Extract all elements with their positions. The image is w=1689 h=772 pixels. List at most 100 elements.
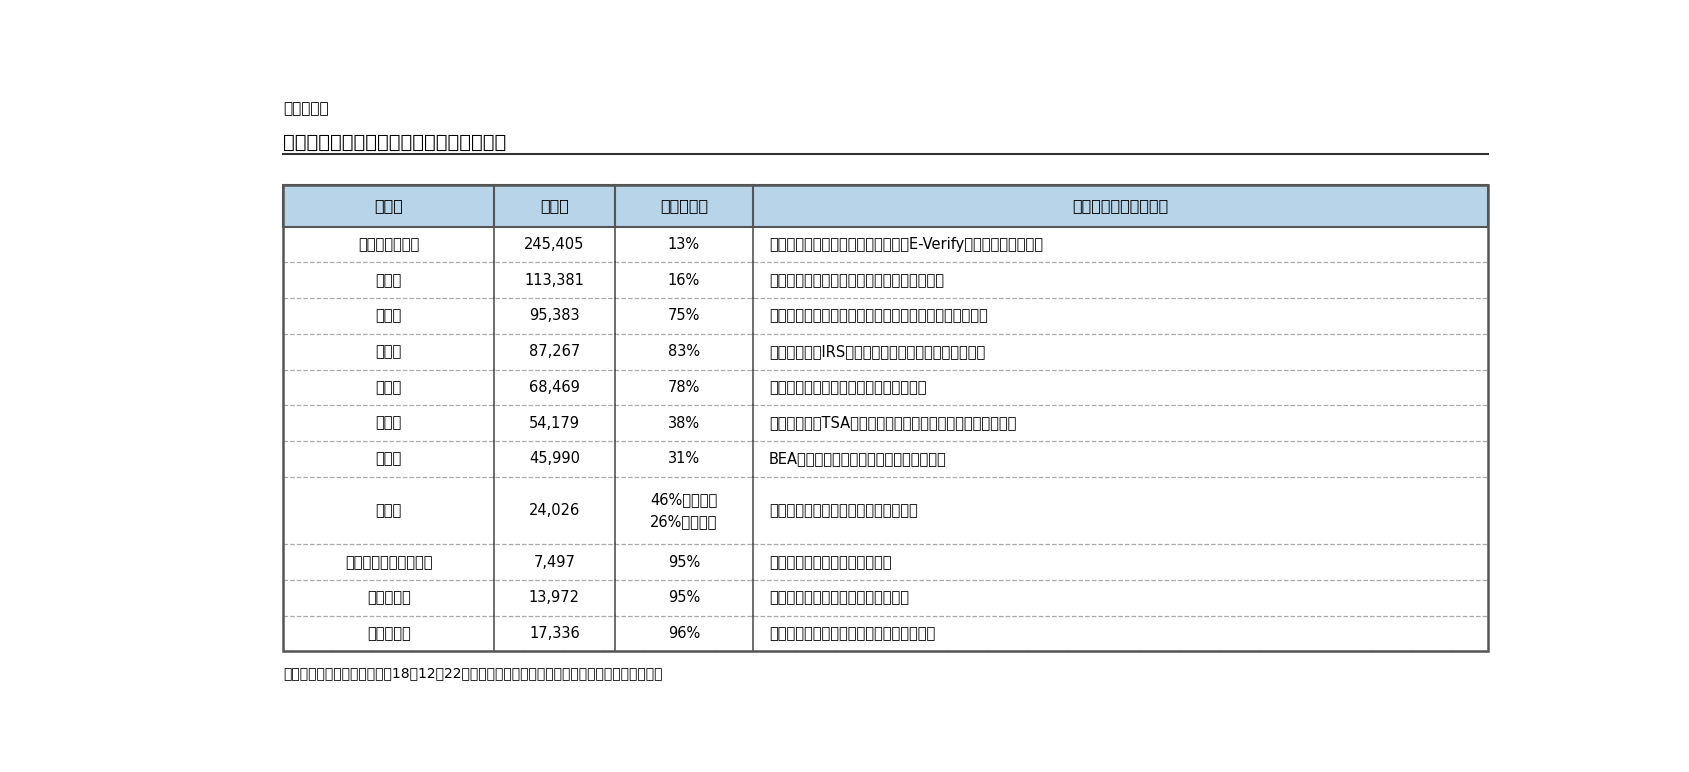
Bar xyxy=(493,616,615,652)
Bar xyxy=(493,262,615,298)
Bar xyxy=(284,298,493,334)
Bar xyxy=(493,298,615,334)
Text: 運輸・住宅都市開発省: 運輸・住宅都市開発省 xyxy=(345,555,432,570)
Text: 米国での就労資格を確認するためのE-Verifyプログラムの停止。: 米国での就労資格を確認するためのE-Verifyプログラムの停止。 xyxy=(768,237,1042,252)
Text: 飲料水、大気汚染検出検査の停止。: 飲料水、大気汚染検出検査の停止。 xyxy=(768,591,909,605)
Text: 業務への影響（一部）: 業務への影響（一部） xyxy=(1073,198,1169,213)
Text: 68,469: 68,469 xyxy=(529,380,579,394)
Text: 主要省庁の一時帰休率と影響を受ける業務: 主要省庁の一時帰休率と影響を受ける業務 xyxy=(284,133,507,152)
Bar xyxy=(753,370,1488,405)
Bar xyxy=(284,185,1488,227)
Bar xyxy=(753,580,1488,616)
Text: 航空宇宙局: 航空宇宙局 xyxy=(367,626,410,641)
Text: 7,497: 7,497 xyxy=(534,555,574,570)
Bar xyxy=(493,580,615,616)
Text: 54,179: 54,179 xyxy=(529,415,579,431)
Bar xyxy=(753,262,1488,298)
Bar xyxy=(493,227,615,262)
Bar xyxy=(615,476,753,544)
Text: 国立公園の閉鎖、維持管理業務の不足。: 国立公園の閉鎖、維持管理業務の不足。 xyxy=(768,380,926,394)
Bar xyxy=(615,580,753,616)
Bar xyxy=(615,227,753,262)
Bar xyxy=(493,370,615,405)
Bar xyxy=(284,476,493,544)
Text: 運輸保安庁（TSA）職員の不足に伴う空港保安検査の遅延。: 運輸保安庁（TSA）職員の不足に伴う空港保安検査の遅延。 xyxy=(768,415,1015,431)
Bar xyxy=(284,580,493,616)
Text: 職員数: 職員数 xyxy=(540,198,569,213)
Bar xyxy=(493,441,615,476)
Text: 95,383: 95,383 xyxy=(529,309,579,323)
Bar xyxy=(753,334,1488,370)
Bar xyxy=(284,370,493,405)
Text: （図表４）: （図表４） xyxy=(284,101,329,117)
Text: 低所得者向け賃料補助の遅延。: 低所得者向け賃料補助の遅延。 xyxy=(768,555,890,570)
Text: 95%: 95% xyxy=(667,555,699,570)
Bar xyxy=(753,227,1488,262)
Bar xyxy=(615,616,753,652)
Text: 内国歳入庁（IRS）の人員不足に伴う税還付の遅延。: 内国歳入庁（IRS）の人員不足に伴う税還付の遅延。 xyxy=(768,344,985,359)
Text: 24,026: 24,026 xyxy=(529,503,579,518)
Text: 245,405: 245,405 xyxy=(524,237,584,252)
Text: 113,381: 113,381 xyxy=(524,273,584,288)
Bar xyxy=(615,544,753,580)
Text: 75%: 75% xyxy=(667,309,699,323)
Text: 財務省: 財務省 xyxy=(375,344,402,359)
Text: 交通省: 交通省 xyxy=(375,415,402,431)
Text: 83%: 83% xyxy=(667,344,699,359)
Bar xyxy=(615,441,753,476)
Text: BEAなどが推計する経済統計の発表遅延。: BEAなどが推計する経済統計の発表遅延。 xyxy=(768,451,946,466)
Text: 農務省: 農務省 xyxy=(375,309,402,323)
Bar xyxy=(284,185,1488,652)
Bar xyxy=(493,405,615,441)
Text: 46%（国内）
26%（海外）: 46%（国内） 26%（海外） xyxy=(650,492,718,529)
Text: 13%: 13% xyxy=(667,237,699,252)
Text: 17,336: 17,336 xyxy=(529,626,579,641)
Bar xyxy=(284,334,493,370)
Bar xyxy=(753,405,1488,441)
Bar xyxy=(615,298,753,334)
Text: 司法省: 司法省 xyxy=(375,273,402,288)
Bar xyxy=(753,441,1488,476)
Text: 45,990: 45,990 xyxy=(529,451,579,466)
Text: 国土安全保障省: 国土安全保障省 xyxy=(358,237,419,252)
Text: 農家が種子などを購入する際に必要な連邦融資の遅延。: 農家が種子などを購入する際に必要な連邦融資の遅延。 xyxy=(768,309,986,323)
Text: 内務省: 内務省 xyxy=(375,380,402,394)
Text: 96%: 96% xyxy=(667,626,699,641)
Text: 一部パスポート発行業務の時間短縮。: 一部パスポート発行業務の時間短縮。 xyxy=(768,503,917,518)
Bar xyxy=(493,544,615,580)
Bar xyxy=(284,185,493,227)
Text: 13,972: 13,972 xyxy=(529,591,579,605)
Text: 87,267: 87,267 xyxy=(529,344,579,359)
Text: 38%: 38% xyxy=(667,415,699,431)
Bar xyxy=(753,185,1488,227)
Bar xyxy=(615,334,753,370)
Text: 商務省: 商務省 xyxy=(375,451,402,466)
Bar xyxy=(615,370,753,405)
Bar xyxy=(615,405,753,441)
Text: 省庁名: 省庁名 xyxy=(373,198,404,213)
Text: 31%: 31% xyxy=(667,451,699,466)
Bar xyxy=(284,227,493,262)
Bar xyxy=(284,544,493,580)
Bar xyxy=(753,476,1488,544)
Bar xyxy=(753,298,1488,334)
Text: 打ち上げていない衛星ミッションの中断。: 打ち上げていない衛星ミッションの中断。 xyxy=(768,626,934,641)
Bar xyxy=(284,616,493,652)
Bar xyxy=(493,185,615,227)
Bar xyxy=(493,476,615,544)
Bar xyxy=(753,544,1488,580)
Text: 国務省: 国務省 xyxy=(375,503,402,518)
Bar xyxy=(753,616,1488,652)
Text: 95%: 95% xyxy=(667,591,699,605)
Bar xyxy=(493,334,615,370)
Bar xyxy=(615,185,753,227)
Bar xyxy=(615,262,753,298)
Text: 16%: 16% xyxy=(667,273,699,288)
Bar xyxy=(284,405,493,441)
Bar xyxy=(284,441,493,476)
Text: （資料）ワシントンポスト（18年12月22日）、国務省、各種報道よりニッセイ基礎研究所作成: （資料）ワシントンポスト（18年12月22日）、国務省、各種報道よりニッセイ基礎… xyxy=(284,666,662,680)
Bar xyxy=(284,262,493,298)
Text: 一時帰休率: 一時帰休率 xyxy=(659,198,708,213)
Text: 環境保護局: 環境保護局 xyxy=(367,591,410,605)
Text: 78%: 78% xyxy=(667,380,699,394)
